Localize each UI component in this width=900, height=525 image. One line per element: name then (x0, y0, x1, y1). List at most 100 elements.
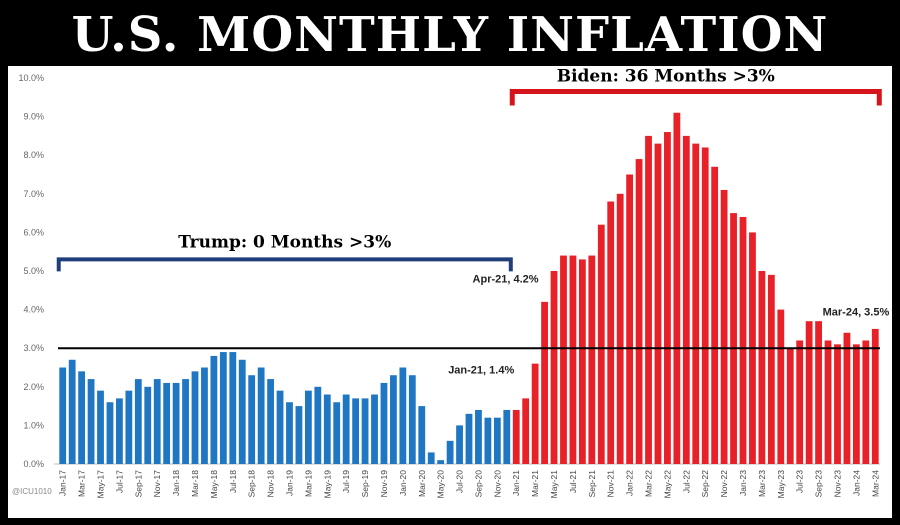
y-tick-label: 9.0% (23, 112, 44, 122)
x-tick-label: Nov-19 (379, 470, 389, 498)
bar-trump (446, 440, 454, 464)
bar-biden (560, 255, 567, 464)
x-tick-label: Sep-20 (473, 470, 483, 498)
bar-trump (257, 367, 265, 464)
y-tick-label: 3.0% (23, 343, 44, 353)
annotation-mar24: Mar-24, 3.5% (823, 306, 890, 318)
bar-trump (484, 417, 492, 464)
bar-biden (512, 409, 520, 464)
bar-trump (59, 367, 67, 464)
bar-trump (465, 413, 473, 464)
x-tick-label: Jan-22 (625, 470, 635, 496)
bar-trump (125, 390, 133, 464)
bar-trump (144, 386, 152, 464)
bar-trump (182, 379, 189, 464)
bar-biden (720, 189, 728, 464)
x-tick-label: Jul-19 (341, 470, 351, 493)
bar-biden (758, 271, 766, 464)
bar-biden (588, 255, 596, 464)
annotation-jan21: Jan-21, 1.4% (448, 364, 514, 376)
x-tick-label: Sep-23 (814, 470, 824, 498)
bar-biden (834, 344, 841, 464)
bar-trump (116, 398, 123, 464)
y-tick-label: 6.0% (23, 227, 44, 237)
bar-trump (267, 379, 274, 464)
bar-biden (730, 213, 737, 464)
bar-trump (333, 402, 341, 464)
x-tick-label: Mar-23 (757, 470, 767, 497)
bar-trump (191, 371, 199, 464)
bar-trump (238, 359, 246, 464)
bar-trump (134, 379, 142, 464)
bar-trump (78, 371, 86, 464)
bar-biden (626, 174, 634, 464)
bar-trump (87, 379, 95, 464)
bar-trump (323, 394, 331, 464)
biden-bracket-label: Biden: 36 Months >3% (557, 67, 775, 87)
bar-trump (503, 409, 511, 464)
bar-biden (682, 135, 690, 464)
x-tick-label: Mar-17 (77, 470, 87, 497)
bar-biden (852, 344, 860, 464)
x-tick-label: Nov-20 (492, 470, 502, 498)
bar-trump (380, 382, 388, 464)
x-tick-label: Nov-17 (152, 470, 162, 498)
x-tick-label: Sep-19 (360, 470, 370, 498)
x-tick-label: Sep-18 (247, 470, 257, 498)
x-tick-label: Jul-17 (114, 470, 124, 493)
trump-bracket-label: Trump: 0 Months >3% (178, 232, 391, 252)
x-tick-label: Jul-23 (795, 470, 805, 493)
bar-trump (361, 398, 369, 464)
x-tick-label: Mar-22 (644, 470, 654, 497)
bar-biden (673, 112, 681, 465)
bar-trump (219, 352, 227, 464)
x-tick-label: Nov-21 (606, 470, 616, 498)
bar-biden (871, 328, 879, 464)
bar-trump (427, 452, 435, 464)
bar-trump (304, 390, 312, 464)
bar-trump (390, 375, 397, 464)
bars (59, 112, 879, 465)
page-title: U.S. MONTHLY INFLATION (71, 7, 829, 63)
bar-biden (701, 147, 709, 464)
annotation-apr21: Apr-21, 4.2% (473, 274, 539, 286)
bar-trump (97, 390, 104, 464)
bar-biden (607, 201, 615, 464)
x-tick-label: Jan-21 (511, 470, 521, 496)
bar-biden (550, 271, 558, 464)
bar-trump (418, 406, 426, 464)
bar-biden (796, 340, 804, 464)
x-tick-label: Jan-20 (398, 470, 408, 496)
bar-trump (248, 375, 256, 464)
x-tick-label: Sep-17 (133, 470, 143, 498)
x-tick-label: May-17 (96, 470, 106, 499)
bar-trump (342, 394, 350, 464)
bar-biden (843, 332, 851, 464)
bar-trump (210, 355, 218, 464)
x-tick-label: Mar-21 (530, 470, 540, 497)
bar-biden (597, 224, 605, 464)
bar-biden (824, 340, 832, 464)
bar-trump (229, 352, 237, 464)
bar-trump (68, 359, 76, 464)
x-axis: Jan-17 Mar-17 May-17 Jul-17 Sep-17 Nov-17 Jan-… (58, 470, 881, 499)
y-tick-label: 5.0% (23, 266, 44, 276)
bar-biden (862, 340, 870, 464)
x-tick-label: May-23 (776, 470, 786, 499)
bar-trump (295, 406, 303, 464)
bar-biden (805, 321, 813, 464)
bar-biden (664, 132, 671, 464)
bar-biden (616, 193, 624, 465)
x-tick-label: Mar-24 (870, 470, 880, 497)
x-tick-label: Jul-22 (681, 470, 691, 493)
y-tick-label: 4.0% (23, 305, 44, 315)
x-tick-label: Sep-21 (587, 470, 597, 498)
bar-trump (475, 409, 482, 464)
x-tick-label: May-21 (549, 470, 559, 499)
bar-biden (578, 259, 586, 464)
x-tick-label: Mar-18 (190, 470, 200, 497)
x-tick-label: May-22 (662, 470, 672, 499)
bar-trump (352, 398, 360, 464)
x-tick-label: Mar-19 (303, 470, 313, 497)
x-tick-label: Mar-20 (417, 470, 427, 497)
